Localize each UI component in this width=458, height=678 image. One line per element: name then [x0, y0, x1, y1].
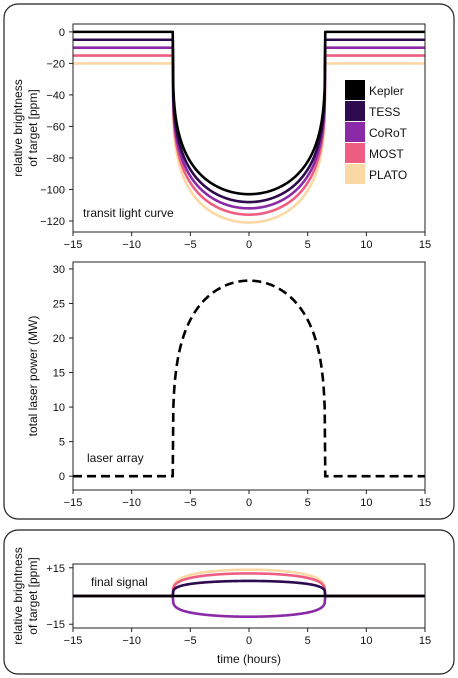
- final-ylabel-line2: of target [ppm]: [26, 557, 40, 634]
- final-annotation: final signal: [91, 575, 148, 589]
- laser-tick-layer: −15 −10 −5 0 5 10 15 0 5 10 15 20 25 30: [53, 264, 431, 509]
- lower-panel-frame: [3, 529, 455, 675]
- legend-label-corot: CoRoT: [369, 126, 408, 140]
- x-tick-label: 15: [419, 239, 431, 251]
- legend-swatch-most: [345, 143, 365, 163]
- x-tick-label: −10: [122, 635, 141, 647]
- x-tick-label: 15: [419, 635, 431, 647]
- x-tick-label: 15: [419, 497, 431, 509]
- legend-label-tess: TESS: [369, 105, 400, 119]
- y-tick-label: 20: [53, 333, 65, 345]
- y-tick-label: 25: [53, 298, 65, 310]
- series-plato-line: [72, 62, 426, 224]
- x-tick-label: 10: [360, 497, 372, 509]
- final-tick-layer: −15 −10 −5 0 5 10 15 +15 −15: [46, 563, 431, 647]
- x-tick-label: −15: [64, 497, 83, 509]
- x-tick-label: 0: [246, 497, 252, 509]
- y-tick-label: −40: [46, 90, 65, 102]
- x-tick-label: −10: [122, 239, 141, 251]
- series-tess-line: [72, 38, 426, 204]
- laser-ylabel: total laser power (MW): [26, 316, 40, 437]
- x-tick-label: 10: [360, 239, 372, 251]
- legend-swatch-plato: [345, 164, 365, 184]
- x-tick-label: 5: [305, 239, 311, 251]
- final-series-corot-line: [72, 594, 426, 619]
- laser-power-line: [73, 279, 425, 478]
- legend-label-most: MOST: [369, 147, 404, 161]
- y-tick-label: 10: [53, 402, 65, 414]
- y-tick-label: 30: [53, 264, 65, 276]
- y-tick-label: 0: [59, 27, 65, 39]
- laser-series-layer: [73, 279, 425, 478]
- x-tick-label: 0: [246, 239, 252, 251]
- y-tick-label: −60: [46, 121, 65, 133]
- legend-swatch-tess: [345, 101, 365, 121]
- y-tick-label: +15: [46, 563, 65, 575]
- final-ylabel-line1: relative brightness: [11, 547, 25, 644]
- transit-annotation: transit light curve: [83, 206, 174, 220]
- final-series-layer: [72, 568, 426, 619]
- x-tick-label: −5: [184, 497, 197, 509]
- y-tick-label: −100: [40, 184, 65, 196]
- x-tick-label: −10: [122, 497, 141, 509]
- y-tick-label: 0: [59, 471, 65, 483]
- y-tick-label: −15: [46, 619, 65, 631]
- transit-legend: Kepler TESS CoRoT MOST PLATO: [345, 80, 408, 184]
- x-tick-label: −15: [64, 239, 83, 251]
- laser-annotation: laser array: [87, 451, 144, 465]
- transit-tick-layer: −15 −10 −5 0 5 10 15 0 −20 −40 −60 −80 −100 −120: [40, 27, 431, 251]
- legend-label-kepler: Kepler: [369, 84, 404, 98]
- x-tick-label: 5: [305, 635, 311, 647]
- series-most-line: [72, 54, 426, 216]
- x-tick-label: 5: [305, 497, 311, 509]
- laser-power-chart: −15 −10 −5 0 5 10 15 0 5 10 15 20 25 30 total laser p…: [26, 261, 431, 509]
- legend-swatch-kepler: [345, 80, 365, 100]
- transit-light-curve-chart: −15 −10 −5 0 5 10 15 0 −20 −40 −60 −80 −100 −120 rela…: [11, 23, 431, 251]
- transit-ylabel-line2: of target [ppm]: [26, 89, 40, 166]
- transit-series-layer: [72, 30, 426, 224]
- legend-label-plato: PLATO: [369, 168, 407, 182]
- series-kepler-line: [72, 30, 426, 196]
- x-tick-label: −5: [184, 635, 197, 647]
- final-xlabel: time (hours): [217, 652, 281, 666]
- y-tick-label: −20: [46, 58, 65, 70]
- x-tick-label: −5: [184, 239, 197, 251]
- series-corot-line: [72, 46, 426, 210]
- upper-panel-frame: [3, 3, 455, 520]
- y-tick-label: 5: [59, 437, 65, 449]
- legend-swatch-corot: [345, 122, 365, 142]
- x-tick-label: 0: [246, 635, 252, 647]
- x-tick-label: −15: [64, 635, 83, 647]
- final-signal-chart: −15 −10 −5 0 5 10 15 +15 −15 relative brightness…: [11, 547, 431, 666]
- transit-ylabel-line1: relative brightness: [11, 79, 25, 176]
- y-tick-label: −120: [40, 216, 65, 228]
- y-tick-label: −80: [46, 153, 65, 165]
- y-tick-label: 15: [53, 368, 65, 380]
- x-tick-label: 10: [360, 635, 372, 647]
